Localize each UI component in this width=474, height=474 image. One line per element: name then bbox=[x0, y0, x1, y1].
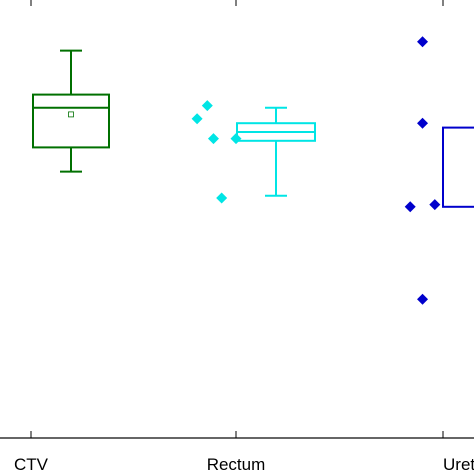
tick-label-ctv: CTV bbox=[14, 455, 49, 474]
data-point-urethra-1 bbox=[417, 36, 429, 48]
series-ctv bbox=[32, 49, 110, 173]
series-rectum bbox=[191, 100, 316, 204]
x-axis-tick-labels: CTV Rectum Urethra bbox=[14, 455, 474, 474]
plot-frame bbox=[0, 437, 474, 439]
data-point-urethra-3 bbox=[417, 293, 429, 305]
data-point-rectum-1 bbox=[201, 100, 213, 112]
data-point-rectum-0 bbox=[191, 113, 203, 125]
chart-marks bbox=[32, 36, 474, 305]
data-point-rectum-3 bbox=[216, 192, 228, 204]
tick-label-urethra: Urethra bbox=[443, 455, 474, 474]
x-axis-ticks bbox=[30, 0, 444, 438]
data-point-rectum-2 bbox=[207, 133, 219, 145]
box-ctv bbox=[32, 93, 110, 149]
tick-label-rectum: Rectum bbox=[207, 455, 266, 474]
data-point-urethra-4 bbox=[429, 199, 441, 211]
box-urethra bbox=[442, 126, 474, 208]
axes-frame bbox=[0, 437, 474, 439]
data-point-urethra-2 bbox=[417, 117, 429, 129]
data-point-urethra-0 bbox=[404, 201, 416, 213]
series-urethra bbox=[404, 36, 474, 305]
mean-marker-ctv bbox=[68, 111, 74, 118]
